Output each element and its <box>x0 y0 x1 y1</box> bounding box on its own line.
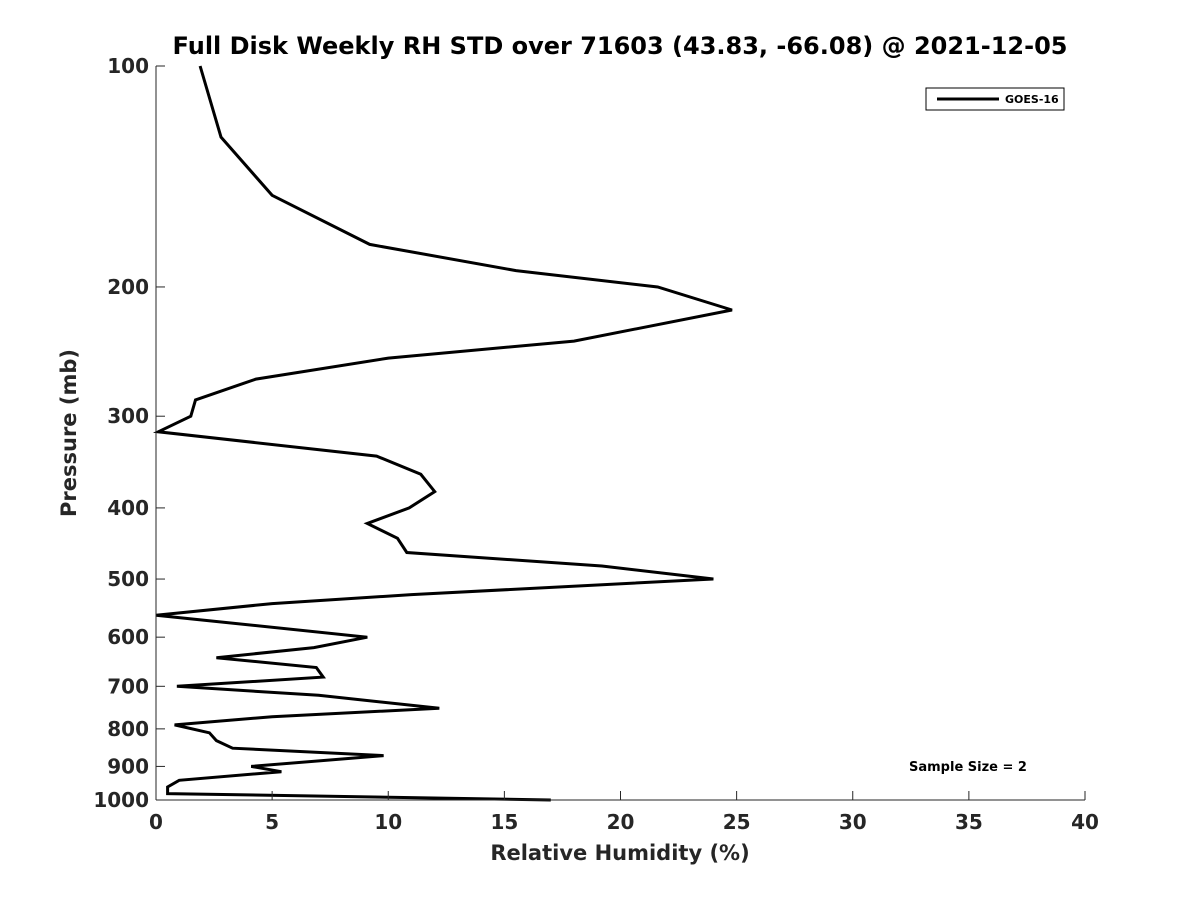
chart-title: Full Disk Weekly RH STD over 71603 (43.8… <box>173 32 1068 60</box>
y-tick-label: 800 <box>107 717 149 741</box>
y-tick-label: 200 <box>107 275 149 299</box>
y-tick-label: 400 <box>107 496 149 520</box>
sample-size-annotation: Sample Size = 2 <box>909 760 1027 775</box>
y-tick-label: 1000 <box>93 788 149 812</box>
x-tick-label: 20 <box>607 810 635 834</box>
y-axis: 100 200 300 400 500 600 700 800 900 1000 <box>93 54 165 812</box>
legend-label: GOES-16 <box>1005 93 1059 106</box>
x-tick-label: 15 <box>490 810 518 834</box>
x-axis-label: Relative Humidity (%) <box>490 841 749 865</box>
x-tick-label: 25 <box>723 810 751 834</box>
plot-area <box>152 65 733 802</box>
y-tick-label: 900 <box>107 754 149 778</box>
legend: GOES-16 <box>925 87 1065 111</box>
series-line-goes-16 <box>152 65 733 802</box>
x-tick-label: 10 <box>374 810 402 834</box>
x-tick-label: 5 <box>265 810 279 834</box>
x-axis: 0 5 10 15 20 25 30 35 40 <box>149 791 1099 834</box>
y-tick-label: 700 <box>107 674 149 698</box>
x-tick-label: 0 <box>149 810 163 834</box>
x-tick-label: 30 <box>839 810 867 834</box>
y-tick-label: 500 <box>107 567 149 591</box>
y-axis-label: Pressure (mb) <box>57 349 81 517</box>
y-tick-label: 100 <box>107 54 149 78</box>
x-tick-label: 35 <box>955 810 983 834</box>
y-tick-label: 600 <box>107 625 149 649</box>
x-tick-label: 40 <box>1071 810 1099 834</box>
y-tick-label: 300 <box>107 404 149 428</box>
